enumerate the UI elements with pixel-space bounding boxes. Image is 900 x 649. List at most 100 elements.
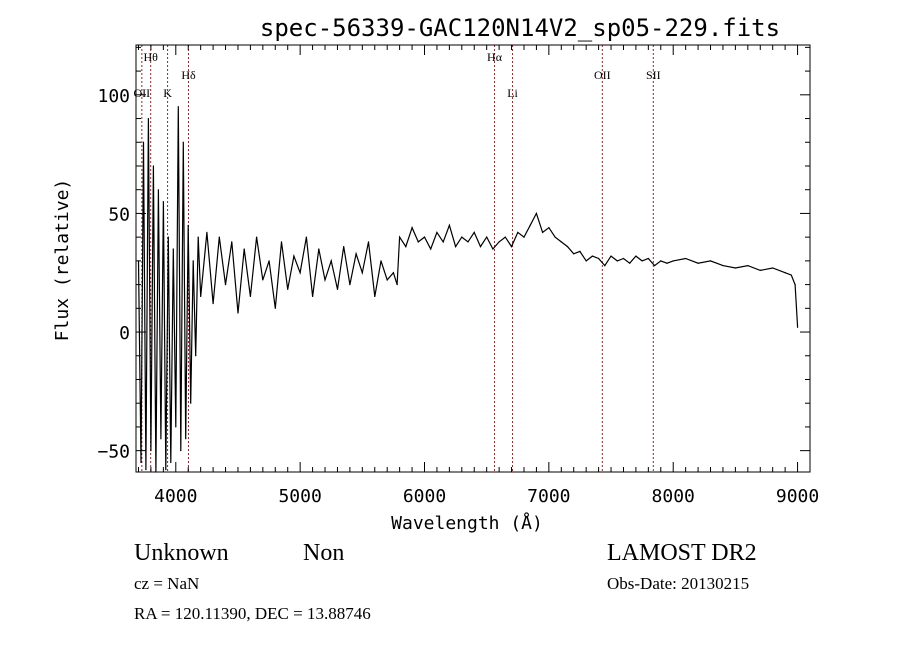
data-point	[542, 231, 544, 234]
data-point	[560, 241, 562, 243]
y-tick-label: −50	[97, 442, 130, 463]
data-point	[231, 241, 233, 243]
data-point	[535, 212, 538, 215]
data-point	[697, 262, 699, 264]
data-point	[597, 257, 600, 260]
data-point	[355, 253, 357, 255]
data-point	[784, 272, 786, 274]
axis-ticks: 4000 5000 6000 7000 8000 9000 −50 0 50 100	[97, 45, 819, 507]
y-axis-label: Flux (relative)	[52, 179, 73, 342]
survey-name: LAMOST DR2	[607, 540, 757, 566]
data-point	[436, 231, 438, 234]
data-point	[734, 267, 736, 269]
data-point	[772, 267, 774, 269]
data-point	[666, 262, 668, 264]
redshift-cz: cz = NaN	[134, 574, 199, 593]
data-point	[448, 224, 450, 226]
data-point	[796, 326, 799, 328]
data-point	[212, 302, 214, 305]
data-point	[709, 260, 712, 262]
data-point	[405, 246, 407, 248]
data-point	[417, 241, 419, 243]
data-point	[192, 260, 194, 262]
data-point	[299, 272, 301, 274]
data-point	[187, 224, 189, 226]
data-point	[566, 246, 569, 248]
data-point	[180, 450, 182, 452]
data-point	[454, 246, 457, 248]
data-point	[145, 469, 147, 471]
data-point	[635, 255, 637, 257]
data-point	[616, 260, 618, 262]
data-point	[172, 248, 174, 250]
data-point	[293, 255, 295, 257]
data-point	[142, 141, 145, 143]
data-point	[318, 248, 320, 250]
data-point	[256, 236, 258, 238]
data-point	[573, 253, 575, 255]
line-label: Hθ	[143, 50, 158, 64]
data-point	[585, 260, 587, 262]
data-point	[197, 236, 199, 238]
data-point	[182, 141, 184, 143]
data-point	[206, 231, 208, 234]
data-point	[268, 260, 270, 262]
data-point	[473, 231, 475, 234]
data-point	[794, 283, 796, 286]
object-subclass: Non	[303, 540, 344, 566]
data-point	[486, 236, 488, 238]
x-tick-label: 8000	[652, 486, 695, 507]
data-point	[467, 241, 469, 243]
data-point	[554, 236, 556, 238]
data-point	[195, 355, 197, 357]
data-point	[629, 262, 631, 264]
data-point	[249, 295, 252, 298]
data-point	[147, 117, 150, 120]
data-point	[185, 438, 187, 440]
data-point	[790, 274, 792, 276]
flux-line	[137, 106, 799, 473]
y-tick-label: 0	[119, 323, 130, 344]
data-point	[685, 257, 687, 260]
data-point	[336, 288, 339, 290]
data-point	[660, 260, 662, 262]
data-point	[262, 279, 264, 281]
data-point	[430, 248, 432, 250]
data-point	[177, 106, 179, 108]
data-point	[343, 246, 345, 248]
data-point	[392, 272, 395, 274]
data-point	[498, 241, 500, 243]
data-point	[311, 295, 314, 298]
x-tick-label: 7000	[527, 486, 570, 507]
x-axis-label: Wavelength (Å)	[391, 512, 543, 534]
object-class: Unknown	[134, 540, 229, 566]
data-point	[200, 295, 202, 298]
data-point	[510, 246, 513, 248]
data-point	[361, 272, 363, 274]
coordinates: RA = 120.11390, DEC = 13.88746	[134, 604, 371, 623]
data-point	[150, 450, 152, 452]
data-point	[243, 248, 245, 250]
spectral-line-markers: Hθ OII K Hδ Hα Li OII SII	[134, 45, 661, 472]
data-point	[641, 260, 643, 262]
data-point	[274, 307, 276, 309]
data-point	[722, 265, 724, 267]
data-point	[162, 200, 164, 203]
data-point	[237, 312, 239, 314]
data-point	[367, 241, 370, 243]
line-label: SII	[646, 68, 661, 82]
line-label: Li	[507, 86, 518, 100]
line-label: OII	[594, 68, 611, 82]
data-point	[380, 260, 382, 262]
data-point	[324, 279, 326, 281]
data-point	[747, 265, 749, 267]
data-point	[672, 260, 674, 262]
data-point	[374, 295, 376, 298]
data-point	[140, 461, 142, 464]
data-point	[167, 236, 169, 238]
chart-title: spec-56339-GAC120N14V2_sp05-229.fits	[260, 14, 780, 42]
data-point	[287, 288, 289, 290]
data-point	[218, 236, 220, 238]
data-point	[523, 236, 525, 238]
